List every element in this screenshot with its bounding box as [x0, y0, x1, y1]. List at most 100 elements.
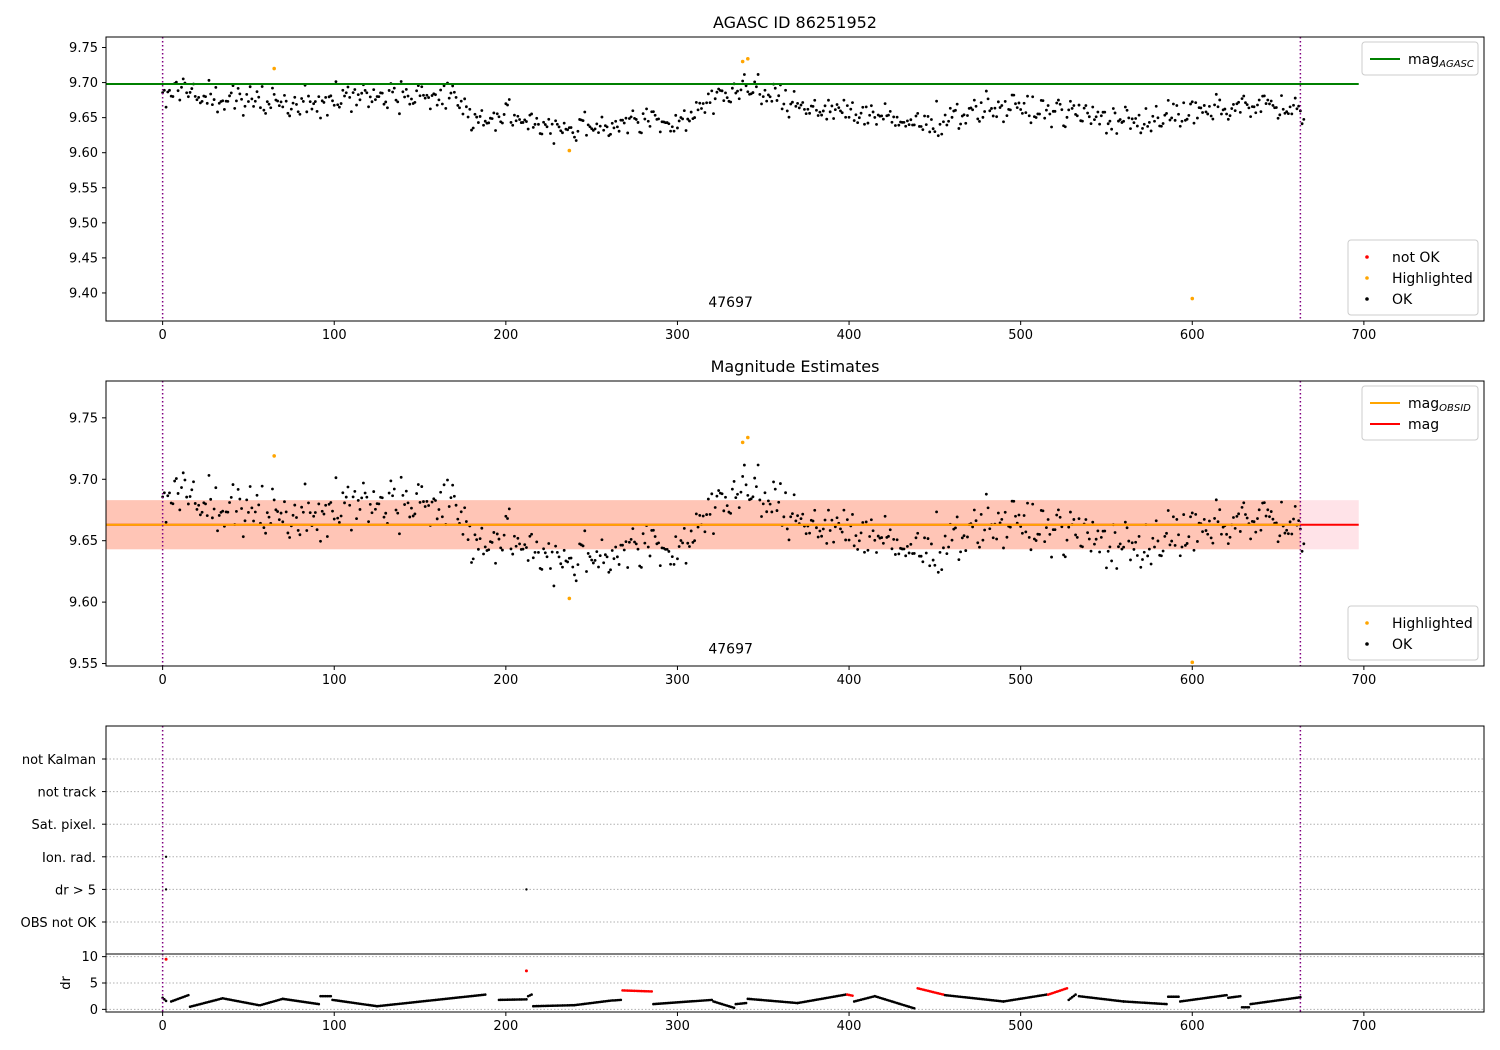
ok-point [609, 132, 612, 136]
ok-point [583, 529, 587, 533]
ok-point [1105, 566, 1108, 570]
ok-point [507, 507, 511, 511]
legend-label: Highlighted [1392, 271, 1473, 287]
ok-point [307, 94, 310, 98]
ok-point [851, 513, 854, 516]
dr-point [732, 1006, 736, 1010]
ok-point [329, 94, 333, 98]
ok-point [1244, 513, 1247, 516]
flag-category-label: Sat. pixel. [32, 818, 96, 833]
ok-point [561, 565, 564, 569]
ok-point [1147, 547, 1151, 551]
ok-point [174, 477, 178, 480]
ok-point [909, 542, 913, 546]
ok-point [614, 119, 618, 123]
ok-point [1094, 115, 1098, 119]
ok-point [1017, 101, 1021, 105]
ok-point [597, 131, 600, 135]
ok-point [279, 100, 283, 104]
ok-point [1290, 112, 1294, 116]
ok-point [1096, 110, 1100, 114]
ok-point [351, 495, 355, 499]
ok-point [754, 485, 758, 488]
y-tick-label: 9.65 [69, 534, 98, 549]
x-tick-label: 300 [665, 328, 690, 343]
ok-point [857, 539, 861, 543]
ok-point [897, 123, 901, 127]
ok-point [1232, 516, 1235, 519]
ok-point [1165, 531, 1168, 535]
x-tick-label: 500 [1008, 1019, 1033, 1034]
ok-point [770, 99, 774, 103]
ok-point [585, 570, 588, 573]
ok-point [1067, 108, 1071, 112]
ok-point [607, 570, 611, 574]
ok-point [344, 91, 348, 95]
ok-point [555, 122, 559, 126]
ok-point [482, 552, 485, 556]
ok-point [475, 538, 479, 542]
ok-point [1177, 533, 1180, 537]
ok-point [1048, 533, 1052, 536]
ok-point [573, 135, 576, 139]
ok-point [197, 503, 201, 507]
ok-point [1290, 532, 1294, 536]
ok-point [382, 515, 386, 519]
ok-point [186, 502, 190, 506]
ok-point [1182, 101, 1186, 105]
ok-point [689, 529, 693, 533]
ok-point [705, 101, 709, 105]
ok-point [434, 93, 437, 97]
ok-point [236, 487, 240, 491]
ok-point [451, 483, 455, 487]
ok-point [464, 520, 468, 523]
ok-point [820, 534, 823, 538]
ok-point [315, 109, 319, 113]
ok-point [706, 497, 710, 501]
ok-point [495, 112, 499, 116]
ok-point [1008, 525, 1012, 529]
ok-point [463, 97, 467, 101]
ok-point [313, 100, 317, 103]
ok-point [1280, 500, 1283, 504]
ok-point [250, 97, 254, 101]
ok-point [271, 487, 274, 491]
ok-point [1209, 114, 1213, 118]
ok-point [665, 547, 669, 551]
ok-point [1269, 99, 1273, 103]
ok-point [549, 132, 552, 135]
ok-point [200, 510, 204, 514]
ok-point [416, 483, 420, 486]
ok-point [1232, 103, 1235, 106]
ok-point [476, 121, 480, 124]
ok-point [243, 104, 247, 108]
x-tick-label: 500 [1008, 328, 1033, 343]
ok-point [643, 117, 647, 121]
ok-point [691, 540, 695, 544]
ok-point [380, 496, 384, 500]
ok-point [312, 514, 316, 518]
ok-point [808, 111, 811, 115]
ok-point [883, 102, 887, 106]
y-tick-label: 9.60 [69, 596, 98, 611]
ok-point [413, 100, 417, 104]
dr-outlier-point [524, 969, 528, 973]
ok-point [873, 538, 877, 542]
ok-point [1165, 112, 1168, 115]
ok-point [423, 505, 427, 508]
ok-point [1065, 538, 1069, 542]
ok-point [418, 500, 422, 504]
ok-point [641, 532, 645, 536]
flag-category-label: dr > 5 [55, 883, 96, 898]
ok-point [686, 541, 690, 545]
ok-point [509, 547, 513, 551]
ok-point [542, 547, 545, 551]
ok-point [243, 519, 247, 523]
ok-point [756, 463, 760, 467]
ok-point [667, 550, 671, 553]
ok-point [358, 98, 362, 102]
ok-point [370, 511, 374, 515]
ok-point [176, 89, 180, 93]
ok-point [1026, 94, 1029, 98]
ok-point [983, 110, 987, 113]
